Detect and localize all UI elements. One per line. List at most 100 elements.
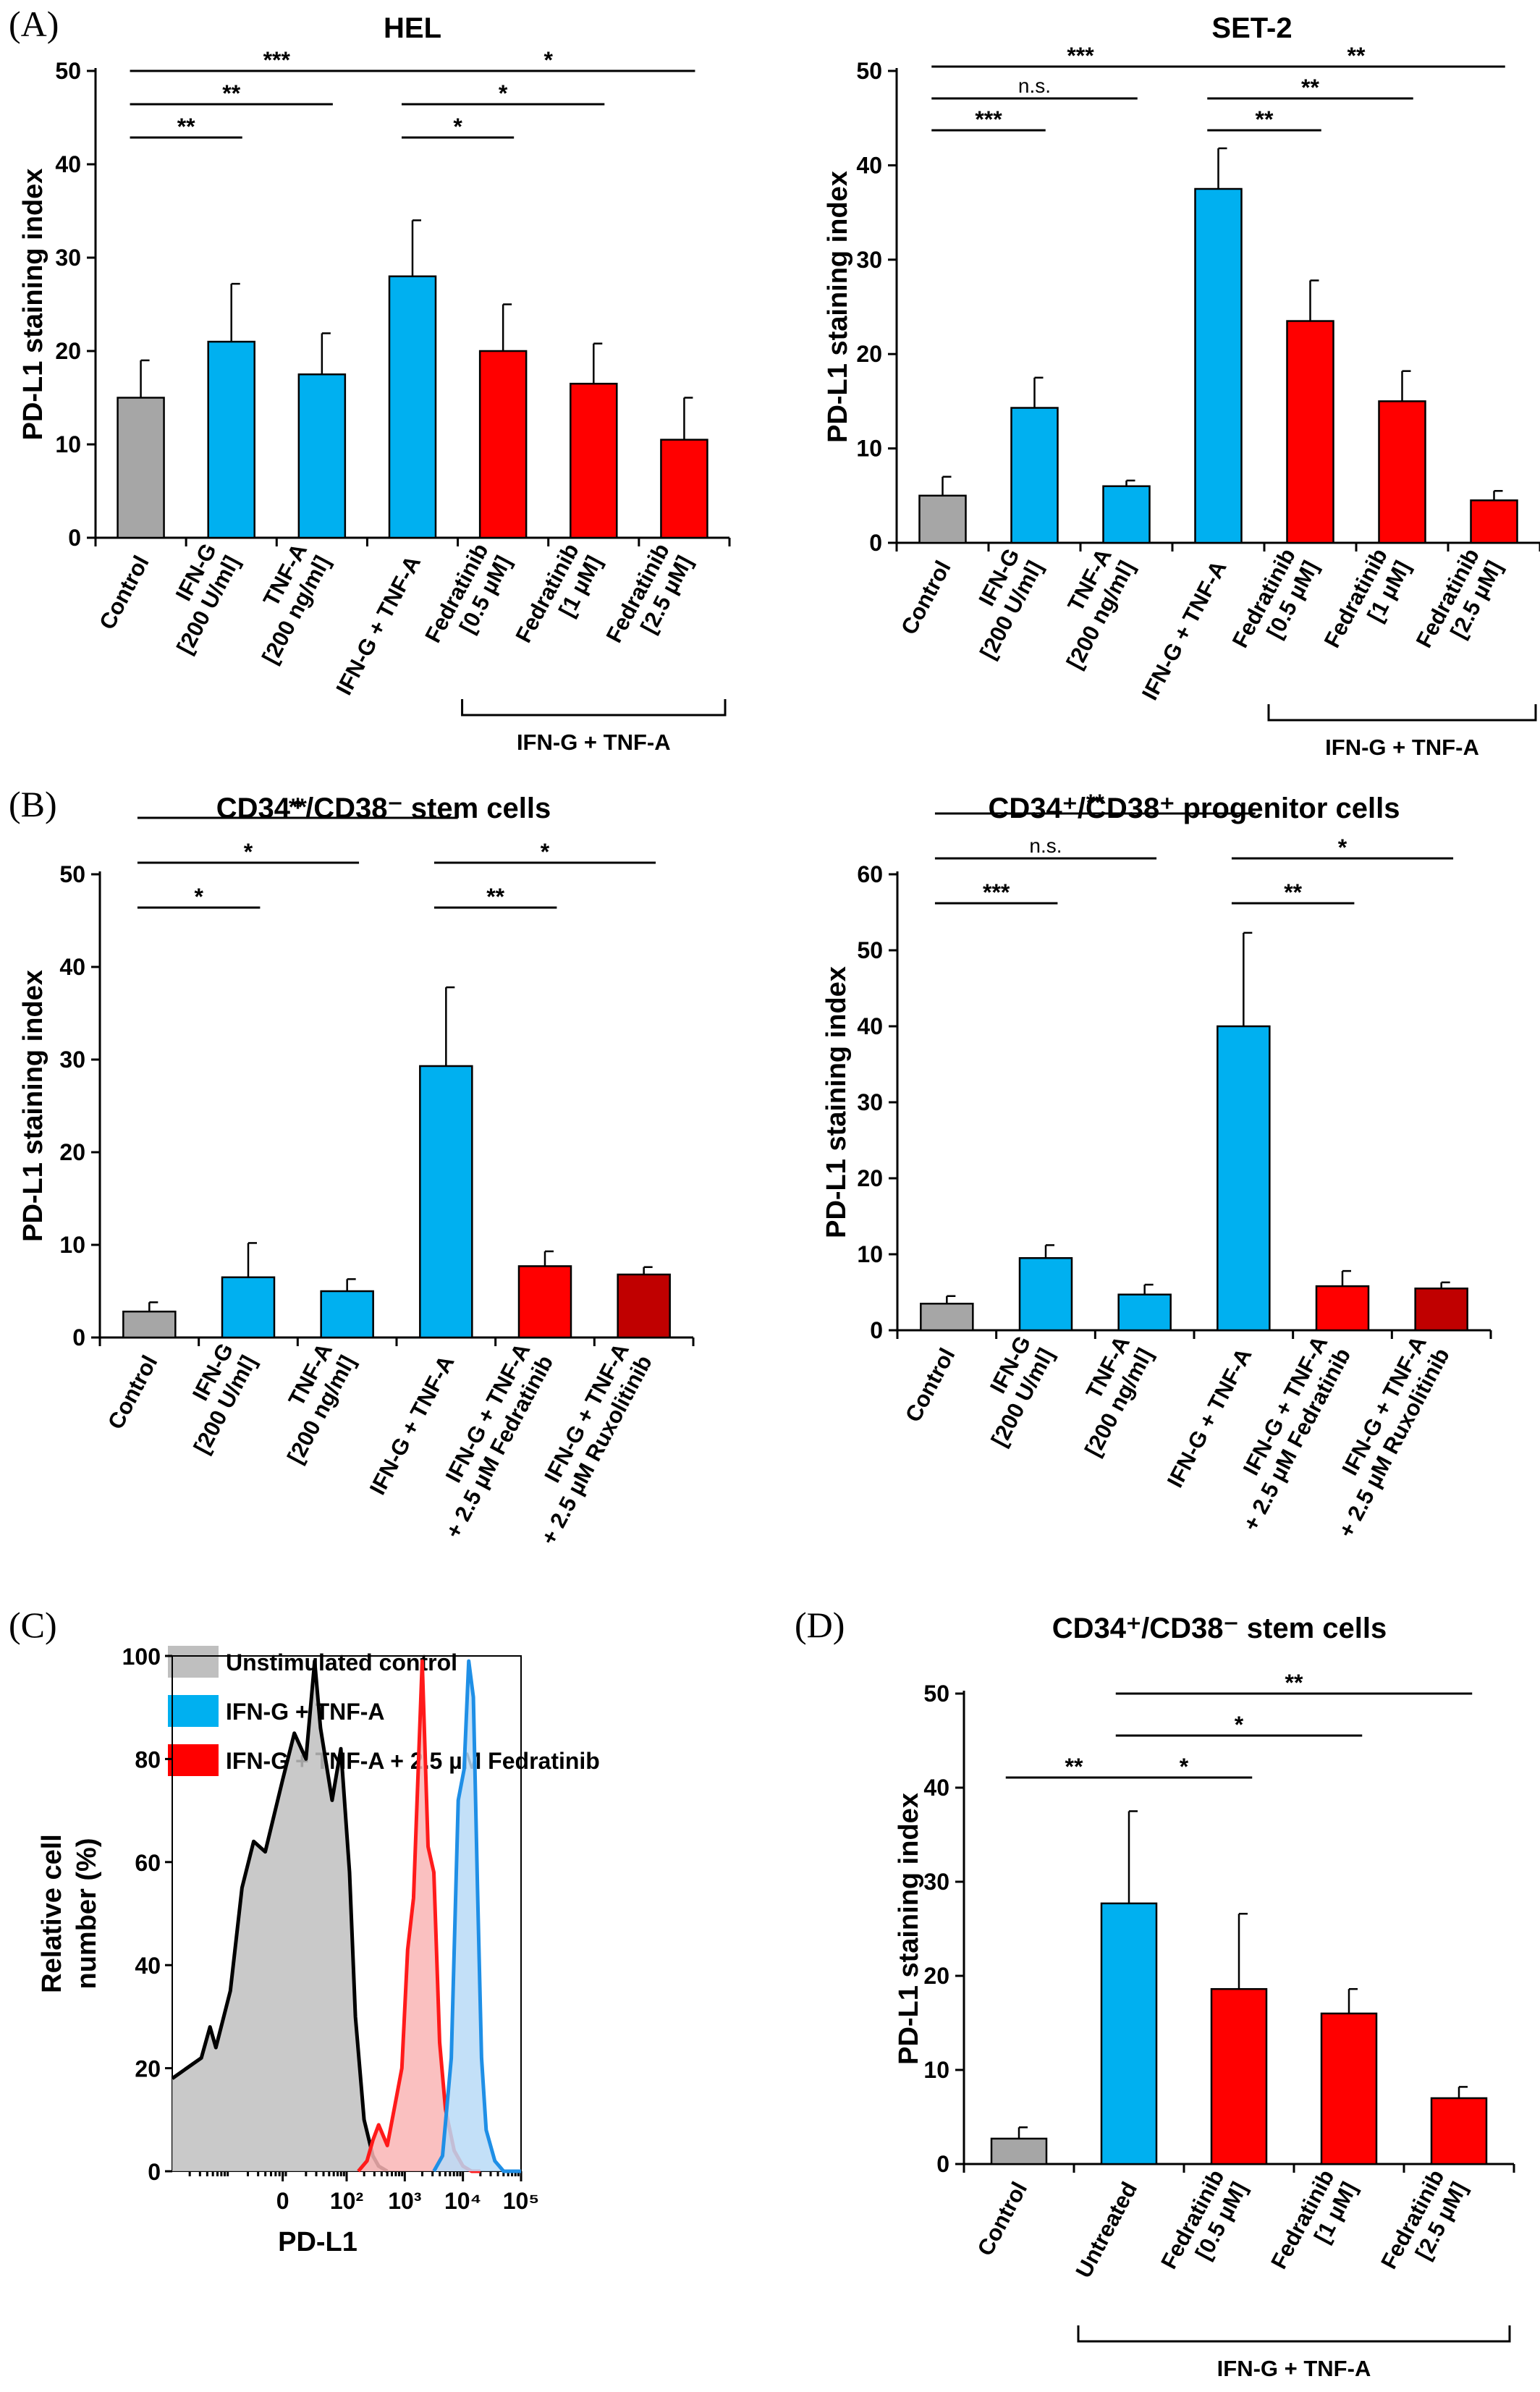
significance-label: ** (222, 80, 240, 106)
bar (1430, 2097, 1488, 2165)
y-tick-label: 20 (857, 1165, 883, 1191)
panel-label: (B) (9, 784, 57, 824)
y-tick-label: 30 (923, 1869, 949, 1895)
histogram-line (432, 1659, 521, 2173)
bar (1315, 1285, 1370, 1332)
significance-label: ** (1086, 790, 1104, 816)
category-label: Control (900, 1344, 960, 1427)
category-label: Control (103, 1351, 163, 1434)
y-tick-label: 30 (857, 1089, 883, 1115)
category-label-line: Control (94, 551, 154, 634)
y-tick-label: 50 (55, 58, 81, 84)
category-label-line: Control (103, 1351, 163, 1434)
x-tick-label: 10³ (388, 2188, 421, 2214)
significance-label: ** (1285, 1670, 1303, 1696)
bar (122, 1310, 177, 1339)
category-label-line: Control (973, 2178, 1033, 2260)
bar (1414, 1288, 1468, 1332)
bar (1217, 1025, 1271, 1332)
y-tick-label: 40 (857, 1013, 883, 1039)
y-axis-label: PD-L1 staining index (18, 169, 48, 441)
chart-title: SET-2 (1211, 12, 1292, 44)
category-label: Fedratinib[2.5 µM] (601, 539, 698, 659)
category-label: Control (94, 551, 154, 634)
histogram-fill (172, 1661, 388, 2171)
legend-swatch (168, 1695, 219, 1727)
bar (207, 340, 255, 539)
bar (478, 350, 528, 539)
y-tick-label: 20 (856, 341, 882, 367)
chart-title: CD34⁺/CD38⁻ stem cells (1052, 1613, 1387, 1644)
y-tick-label: 40 (55, 151, 81, 177)
y-tick-label: 30 (59, 1047, 85, 1073)
y-axis-label: number (%) (72, 1838, 102, 1990)
category-label-line: IFN-G + TNF-A (1137, 557, 1232, 704)
significance-label: ** (289, 794, 307, 820)
y-tick-label: 0 (72, 1324, 85, 1351)
category-label: Fedratinib[2.5 µM] (1411, 544, 1507, 664)
bar (1378, 400, 1426, 544)
bar (117, 397, 165, 539)
histogram-line (171, 1659, 389, 2173)
chart-B1: (B) CD34⁺/CD38⁻ stem cells PD-L1 staining … (9, 784, 695, 1549)
x-tick-label: 0 (276, 2188, 289, 2214)
category-label: IFN-G[200 U/ml] (963, 1332, 1059, 1450)
y-tick-label: 20 (59, 1139, 85, 1165)
category-label: TNF-A[200 ng/ml] (259, 1339, 360, 1468)
significance-label: *** (975, 106, 1002, 132)
y-tick-label: 20 (923, 1963, 949, 1989)
y-tick-label: 10 (857, 1241, 883, 1267)
category-label-line: IFN-G + TNF-A (331, 551, 426, 699)
bar (1010, 407, 1059, 544)
bar (1117, 1293, 1172, 1332)
histogram-fill (358, 1661, 481, 2171)
significance-label: * (541, 839, 550, 865)
category-label-line: Control (896, 557, 956, 639)
y-tick-label: 100 (122, 1644, 161, 1670)
significance-label: * (499, 80, 508, 106)
group-bracket (1077, 2325, 1511, 2343)
category-label: TNF-A[200 ng/ml] (234, 539, 336, 668)
x-tick-label: 10⁴ (444, 2188, 481, 2214)
y-tick-label: 0 (869, 530, 882, 556)
bar (517, 1265, 572, 1339)
significance-label: ** (1256, 106, 1274, 132)
significance-label: ** (1284, 879, 1302, 905)
significance-label: *** (1067, 43, 1094, 69)
y-tick-label: 60 (857, 861, 883, 887)
bar (1286, 320, 1334, 544)
bar (320, 1290, 374, 1339)
y-tick-label: 50 (923, 1681, 949, 1707)
significance-label: * (194, 884, 203, 910)
chart-A2: SET-2 PD-L1 staining index 0 10 20 30 40 50 Cont… (823, 12, 1540, 760)
y-tick-label: 80 (135, 1746, 161, 1772)
panel-label: (C) (9, 1605, 57, 1645)
category-label: Fedratinib[2.5 µM] (1376, 2165, 1472, 2286)
chart-title: CD34⁺/CD38⁻ stem cells (216, 793, 551, 824)
significance-label: n.s. (1029, 834, 1062, 857)
y-tick-label: 30 (55, 245, 81, 271)
category-label: Fedratinib[0.5 µM] (1156, 2165, 1252, 2286)
category-label: IFN-G + TNF-A (1137, 557, 1232, 704)
bar (221, 1276, 276, 1339)
category-label: Untreated (1070, 2178, 1142, 2282)
bar (1194, 187, 1243, 544)
y-axis-label: PD-L1 staining index (18, 970, 48, 1242)
y-tick-label: 0 (68, 525, 81, 551)
category-label: IFN-G[200 U/ml] (149, 539, 245, 658)
bar (990, 2137, 1048, 2165)
bar (617, 1273, 671, 1339)
chart-D: (D) CD34⁺/CD38⁻ stem cells PD-L1 staining … (795, 1605, 1515, 2381)
y-tick-label: 30 (856, 247, 882, 273)
bar (1102, 485, 1151, 544)
y-axis-label: Relative cell (37, 1834, 67, 1993)
group-bracket (461, 699, 727, 717)
y-tick-label: 40 (135, 1953, 161, 1979)
chart-title: HEL (384, 12, 441, 44)
category-label-line: Untreated (1070, 2178, 1142, 2282)
category-label: TNF-A[200 ng/ml] (1057, 1332, 1158, 1461)
significance-label: ** (177, 114, 195, 140)
y-tick-label: 50 (857, 937, 883, 963)
y-axis-label: PD-L1 staining index (894, 1793, 924, 2065)
significance-label: * (1180, 1754, 1189, 1780)
